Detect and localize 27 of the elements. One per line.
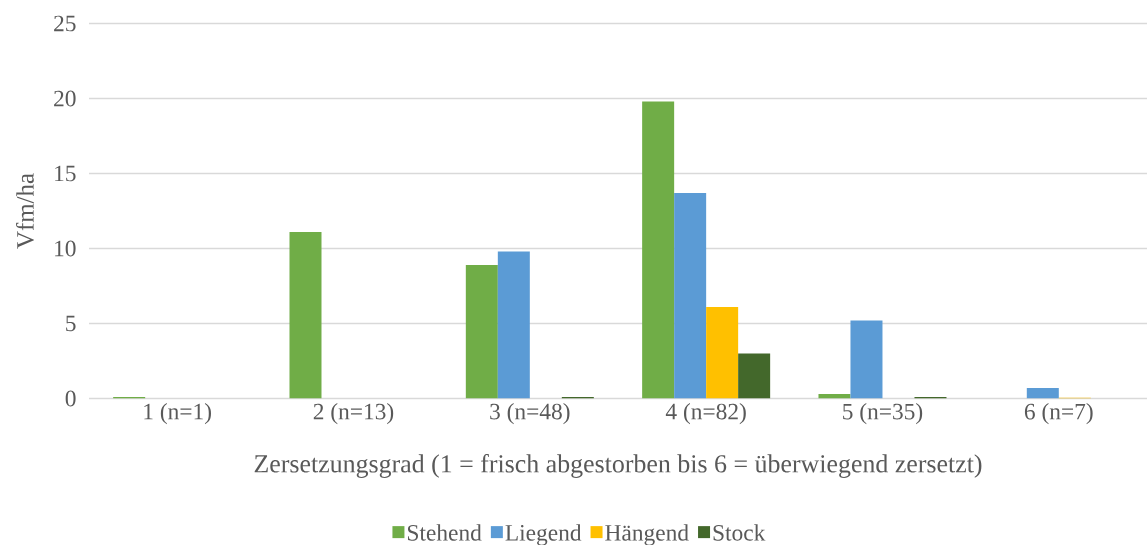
bar <box>674 193 707 399</box>
bar <box>497 251 530 399</box>
y-tick-label: 15 <box>55 165 76 182</box>
x-tick-label: 4 (n=82) <box>665 403 746 425</box>
bar <box>642 101 675 399</box>
legend-label: Liegend <box>505 524 582 545</box>
x-tick-label: 2 (n=13) <box>313 403 394 425</box>
y-tick-label: 10 <box>55 240 76 257</box>
x-axis-title: Zersetzungsgrad (1 = frisch abgestorben bis 6 = überwiegend zersetzt) <box>254 454 982 478</box>
x-tick-label: 1 (n=1) <box>144 403 211 425</box>
legend-label: Stock <box>713 524 766 541</box>
x-tick-label: 5 (n=35) <box>843 403 923 425</box>
y-axis-title: Vfm/ha <box>16 173 34 249</box>
bar <box>1026 388 1059 399</box>
legend-label: Stehend <box>407 524 482 541</box>
bar <box>850 320 883 399</box>
legend-label: Hängend <box>605 524 689 545</box>
y-tick-label: 20 <box>54 90 76 107</box>
bar <box>465 265 498 399</box>
bar <box>289 232 322 399</box>
x-tick-label: 6 (n=7) <box>1024 403 1093 425</box>
y-tick-label: 5 <box>66 315 76 332</box>
x-tick-label: 3 (n=48) <box>490 403 570 425</box>
y-tick-label: 25 <box>54 15 76 32</box>
bar <box>738 353 771 399</box>
y-tick-label: 0 <box>65 390 76 407</box>
bar <box>706 307 739 399</box>
